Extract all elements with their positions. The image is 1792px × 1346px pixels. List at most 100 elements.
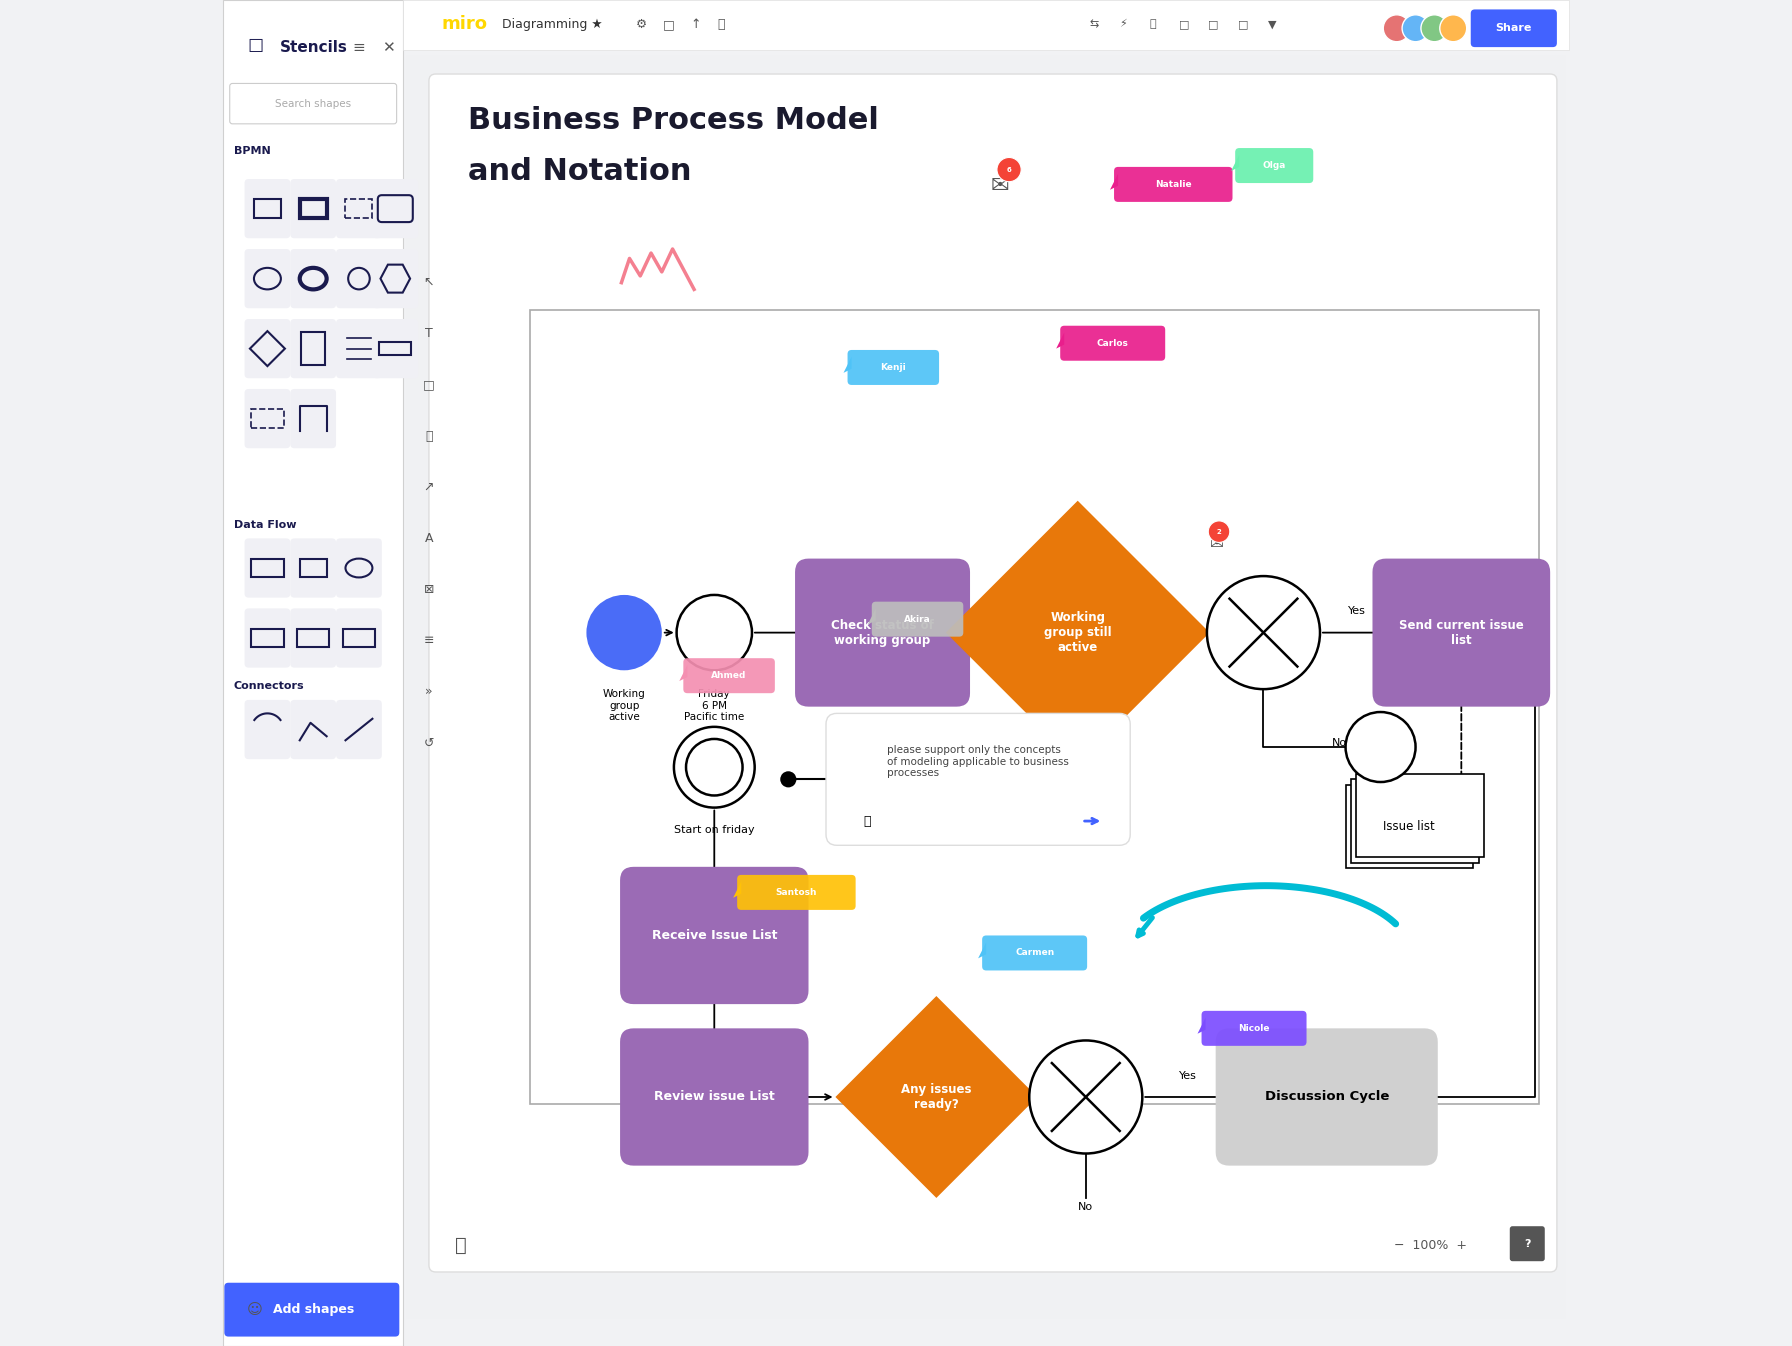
Text: T: T [425, 327, 434, 341]
Text: No: No [1331, 738, 1348, 748]
Text: ↑: ↑ [690, 17, 701, 31]
Bar [251, 629, 283, 647]
Text: and Notation: and Notation [468, 156, 692, 186]
Text: Stencils: Stencils [280, 39, 348, 55]
Polygon shape [1109, 174, 1118, 190]
Text: ☐: ☐ [247, 38, 263, 57]
Text: ⚡: ⚡ [1120, 19, 1127, 30]
Text: »: » [425, 685, 432, 699]
Text: ↖: ↖ [423, 276, 434, 289]
Text: please support only the concepts
of modeling applicable to business
processes: please support only the concepts of mode… [887, 746, 1070, 778]
Text: ✕: ✕ [382, 39, 394, 55]
Text: Friday
6 PM
Pacific time: Friday 6 PM Pacific time [685, 689, 744, 723]
FancyBboxPatch shape [1235, 148, 1314, 183]
FancyBboxPatch shape [1357, 774, 1484, 857]
Polygon shape [946, 501, 1210, 765]
FancyBboxPatch shape [337, 608, 382, 668]
FancyBboxPatch shape [1061, 326, 1165, 361]
Polygon shape [1231, 155, 1240, 171]
Text: Review issue List: Review issue List [654, 1090, 774, 1104]
Text: ⬜: ⬜ [455, 1236, 466, 1254]
FancyBboxPatch shape [337, 249, 382, 308]
Circle shape [586, 595, 661, 670]
Text: ⏰: ⏰ [1149, 19, 1156, 30]
Bar [342, 629, 375, 647]
Text: Nicole: Nicole [1238, 1024, 1271, 1032]
Text: ↗: ↗ [423, 481, 434, 494]
Text: ↺: ↺ [423, 736, 434, 750]
FancyBboxPatch shape [337, 538, 382, 598]
Circle shape [1439, 15, 1466, 42]
Text: No: No [1079, 1202, 1093, 1211]
FancyBboxPatch shape [796, 559, 969, 707]
Text: Santosh: Santosh [776, 888, 817, 896]
Text: ☺: ☺ [247, 1302, 263, 1318]
Text: Working
group
active: Working group active [602, 689, 645, 723]
Text: Yes: Yes [1348, 607, 1366, 616]
Polygon shape [978, 942, 986, 958]
Text: ⇆: ⇆ [1090, 19, 1098, 30]
Text: □: □ [423, 378, 435, 392]
FancyBboxPatch shape [1346, 785, 1473, 868]
Text: Data Flow: Data Flow [233, 520, 296, 530]
FancyBboxPatch shape [737, 875, 855, 910]
Text: ⊠: ⊠ [423, 583, 434, 596]
FancyBboxPatch shape [244, 608, 290, 668]
Bar [299, 199, 326, 218]
Polygon shape [867, 608, 876, 625]
Text: Ahmed: Ahmed [711, 672, 747, 680]
Text: A: A [425, 532, 434, 545]
Text: 2: 2 [1217, 529, 1222, 534]
FancyBboxPatch shape [290, 700, 337, 759]
Circle shape [1383, 15, 1410, 42]
Text: □: □ [663, 17, 676, 31]
Text: ≡: ≡ [353, 39, 366, 55]
FancyBboxPatch shape [337, 319, 382, 378]
Text: Check status of
working group: Check status of working group [831, 619, 934, 646]
Circle shape [1208, 521, 1229, 542]
Bar [299, 559, 326, 577]
Text: 6: 6 [1007, 167, 1011, 172]
Text: Olga: Olga [1263, 162, 1287, 170]
Bar [254, 199, 281, 218]
Text: ▼: ▼ [1267, 19, 1276, 30]
FancyBboxPatch shape [982, 935, 1088, 970]
Bar [251, 559, 283, 577]
Text: 🙂: 🙂 [864, 814, 871, 828]
FancyBboxPatch shape [373, 179, 418, 238]
FancyBboxPatch shape [1511, 1226, 1545, 1261]
Text: ?: ? [1523, 1238, 1530, 1249]
Text: □: □ [1238, 19, 1249, 30]
FancyBboxPatch shape [244, 249, 290, 308]
Text: ⌕: ⌕ [717, 17, 724, 31]
Text: □: □ [1208, 19, 1219, 30]
FancyBboxPatch shape [620, 1028, 808, 1166]
FancyBboxPatch shape [428, 74, 1557, 1272]
Circle shape [1029, 1040, 1142, 1154]
Text: Business Process Model: Business Process Model [468, 105, 878, 135]
Text: Any issues
ready?: Any issues ready? [901, 1084, 971, 1110]
Text: Receive Issue List: Receive Issue List [652, 929, 778, 942]
Text: Carlos: Carlos [1097, 339, 1129, 347]
Text: −  100%  +: − 100% + [1394, 1238, 1468, 1252]
Text: Send current issue
list: Send current issue list [1400, 619, 1523, 646]
Bar [251, 409, 283, 428]
FancyBboxPatch shape [222, 0, 403, 1346]
FancyBboxPatch shape [1115, 167, 1233, 202]
FancyBboxPatch shape [683, 658, 774, 693]
Polygon shape [835, 996, 1038, 1198]
Text: BPMN: BPMN [233, 145, 271, 156]
FancyBboxPatch shape [244, 700, 290, 759]
Circle shape [1401, 15, 1428, 42]
Text: Carmen: Carmen [1014, 949, 1054, 957]
FancyBboxPatch shape [1351, 779, 1478, 863]
Text: ✉: ✉ [991, 176, 1009, 195]
FancyBboxPatch shape [244, 389, 290, 448]
Text: Working
group still
active: Working group still active [1045, 611, 1111, 654]
FancyBboxPatch shape [848, 350, 939, 385]
FancyBboxPatch shape [290, 538, 337, 598]
Circle shape [1208, 576, 1321, 689]
FancyBboxPatch shape [244, 319, 290, 378]
FancyBboxPatch shape [290, 319, 337, 378]
Text: □: □ [1179, 19, 1190, 30]
